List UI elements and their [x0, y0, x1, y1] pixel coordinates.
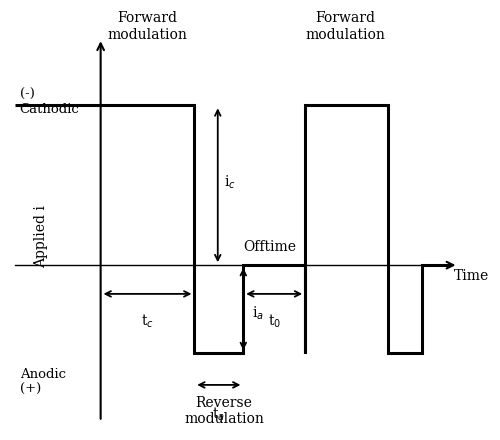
Text: i$_c$: i$_c$ [224, 173, 236, 191]
Text: Reverse
modulation: Reverse modulation [184, 396, 264, 426]
Text: Forward
modulation: Forward modulation [108, 11, 188, 41]
Text: (-)
Cathodic: (-) Cathodic [20, 88, 80, 116]
Text: Offtime: Offtime [244, 240, 296, 254]
Text: t$_0$: t$_0$ [268, 313, 281, 330]
Text: t$_a$: t$_a$ [212, 406, 226, 423]
Text: Anodic
(+): Anodic (+) [20, 368, 66, 396]
Text: Forward
modulation: Forward modulation [306, 11, 386, 41]
Text: Applied i: Applied i [34, 205, 48, 268]
Text: t$_c$: t$_c$ [141, 313, 154, 330]
Text: Time: Time [454, 269, 490, 283]
Text: i$_a$: i$_a$ [252, 304, 264, 322]
